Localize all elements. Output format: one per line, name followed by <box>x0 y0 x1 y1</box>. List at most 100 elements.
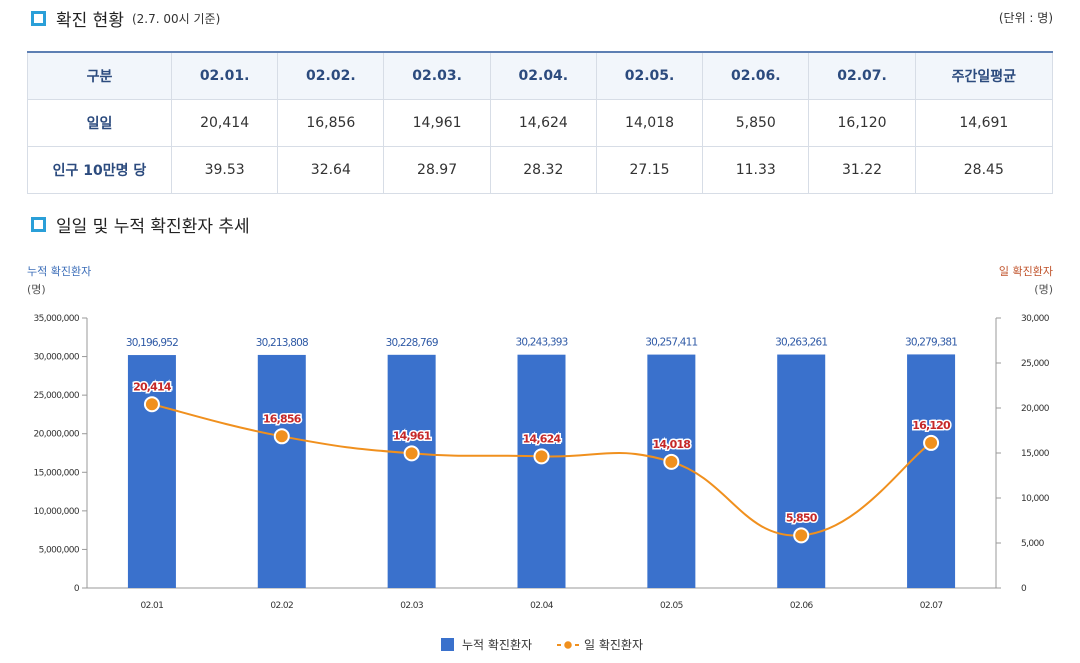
right-axis-unit: (명) <box>1034 283 1053 296</box>
table-cell: 28.45 <box>914 146 1054 194</box>
line-point <box>923 434 940 451</box>
table-cell: 14,624 <box>489 99 597 147</box>
column-header: 02.05. <box>595 51 704 100</box>
right-tick-label: 20,000 <box>1021 404 1050 414</box>
bar <box>777 354 826 588</box>
x-tick-label: 02.01 <box>141 601 164 611</box>
trend-title: 일일 및 누적 확진환자 추세 <box>56 217 250 237</box>
x-tick-label: 02.05 <box>660 601 683 611</box>
bar-data-label: 30,228,769 <box>386 337 438 349</box>
left-tick-label: 0 <box>74 584 80 594</box>
x-tick-label: 02.06 <box>790 601 814 611</box>
daily-stats-table: 구분 02.01. 02.02. 02.03. 02.04. 02.05. 02… <box>27 51 1054 194</box>
row-label: 일일 <box>27 99 172 147</box>
right-axis-title: 일 확진환자 (명) <box>999 263 1053 299</box>
bar-data-label: 30,213,808 <box>256 337 308 349</box>
bar <box>127 355 176 588</box>
square-bullet-icon <box>31 11 46 26</box>
bar <box>517 354 566 588</box>
line-point <box>793 527 810 544</box>
table-cell: 39.53 <box>170 146 279 194</box>
bar-data-label: 30,243,393 <box>515 337 567 349</box>
table-cell: 16,856 <box>277 99 385 147</box>
left-tick-label: 5,000,000 <box>39 545 80 555</box>
column-header: 02.07. <box>808 51 916 100</box>
table-cell: 31.22 <box>808 146 916 194</box>
table-cell: 14,961 <box>383 99 491 147</box>
table-cell: 14,018 <box>595 99 704 147</box>
right-tick-label: 0 <box>1021 584 1027 594</box>
right-tick-label: 10,000 <box>1021 494 1050 504</box>
line-data-label: 14,018 <box>653 438 691 451</box>
legend-bar-swatch <box>441 638 454 651</box>
column-header: 02.03. <box>383 51 491 100</box>
left-axis-title-text: 누적 확진환자 <box>27 265 92 278</box>
legend-line-marker <box>562 639 574 651</box>
column-header: 주간일평균 <box>914 51 1054 100</box>
table-cell: 16,120 <box>808 99 916 147</box>
line-point <box>533 448 550 465</box>
bar-data-label: 30,196,952 <box>126 337 178 349</box>
bar <box>257 354 306 588</box>
line-data-label: 16,856 <box>263 412 302 425</box>
column-header: 02.02. <box>277 51 385 100</box>
row-label: 인구 10만명 당 <box>27 146 172 194</box>
column-header: 02.06. <box>702 51 810 100</box>
legend-line-label: 일 확진환자 <box>584 638 643 652</box>
table-cell: 14,691 <box>914 99 1054 147</box>
left-tick-label: 30,000,000 <box>33 353 79 363</box>
square-bullet-icon <box>31 217 46 232</box>
right-axis-title-text: 일 확진환자 <box>998 265 1053 278</box>
trend-combo-chart: 0 5,000,000 10,000,000 15,000,000 20,000,000… <box>33 314 1050 652</box>
status-title: 확진 현황 <box>56 11 124 31</box>
left-tick-label: 15,000,000 <box>33 468 79 478</box>
line-point <box>273 428 290 445</box>
status-section-title: 확진 현황 (2.7. 00시 기준) <box>31 6 220 31</box>
column-header: 구분 <box>27 51 172 100</box>
table-header-row: 구분 02.01. 02.02. 02.03. 02.04. 02.05. 02… <box>27 51 1054 100</box>
right-tick-label: 30,000 <box>1021 314 1050 324</box>
table-row: 인구 10만명 당 39.53 32.64 28.97 28.32 27.15 … <box>27 146 1054 194</box>
left-tick-label: 35,000,000 <box>33 314 79 324</box>
x-tick-label: 02.07 <box>920 601 943 611</box>
table-cell: 5,850 <box>702 99 810 147</box>
table-cell: 28.32 <box>489 146 597 194</box>
table-cell: 20,414 <box>170 99 279 147</box>
column-header: 02.01. <box>170 51 279 100</box>
line-point <box>403 445 420 462</box>
table-cell: 11.33 <box>702 146 810 194</box>
table-cell: 27.15 <box>595 146 704 194</box>
left-tick-label: 10,000,000 <box>33 507 79 517</box>
line-data-label: 20,414 <box>133 380 172 393</box>
trend-section-title: 일일 및 누적 확진환자 추세 <box>31 212 250 237</box>
column-header: 02.04. <box>489 51 597 100</box>
table-row: 일일 20,414 16,856 14,961 14,624 14,018 5,… <box>27 99 1054 147</box>
right-tick-label: 15,000 <box>1021 449 1050 459</box>
unit-note: (단위 : 명) <box>998 11 1053 25</box>
bar-data-label: 30,279,381 <box>905 336 957 348</box>
status-subtitle: (2.7. 00시 기준) <box>131 12 221 26</box>
bar <box>647 354 696 588</box>
left-axis-title: 누적 확진환자 (명) <box>27 263 91 299</box>
line-data-label: 14,961 <box>393 429 431 442</box>
right-tick-label: 25,000 <box>1021 359 1050 369</box>
bar-data-label: 30,263,261 <box>775 337 827 349</box>
line-point <box>143 396 160 413</box>
x-tick-label: 02.04 <box>530 601 554 611</box>
left-axis-unit: (명) <box>27 283 46 296</box>
line-data-label: 16,120 <box>912 419 951 432</box>
line-data-label: 14,624 <box>523 432 562 445</box>
line-point <box>663 453 680 470</box>
left-tick-label: 20,000,000 <box>33 430 79 440</box>
bar <box>907 354 956 588</box>
x-tick-label: 02.02 <box>270 601 293 611</box>
right-tick-label: 5,000 <box>1021 539 1045 549</box>
bar <box>387 354 436 588</box>
legend-bar-label: 누적 확진환자 <box>462 638 532 652</box>
left-tick-label: 25,000,000 <box>33 391 79 401</box>
table-cell: 32.64 <box>277 146 385 194</box>
table-cell: 28.97 <box>383 146 491 194</box>
bar-data-label: 30,257,411 <box>645 337 697 349</box>
x-tick-label: 02.03 <box>400 601 423 611</box>
line-data-label: 5,850 <box>786 511 818 524</box>
